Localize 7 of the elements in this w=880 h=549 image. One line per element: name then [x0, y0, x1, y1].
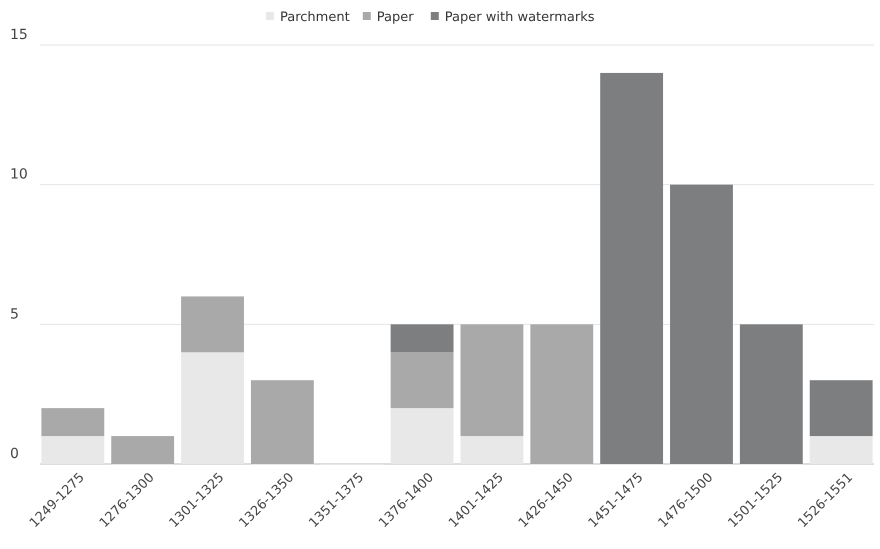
legend-label: Paper [376, 10, 414, 25]
y-tick-label: 10 [10, 166, 28, 183]
legend-label: Parchment [280, 10, 350, 25]
y-tick-label: 15 [10, 27, 28, 43]
y-tick-label: 5 [10, 306, 19, 322]
legend-label: Paper with watermarks [444, 10, 595, 25]
y-tick-label: 0 [10, 446, 19, 462]
